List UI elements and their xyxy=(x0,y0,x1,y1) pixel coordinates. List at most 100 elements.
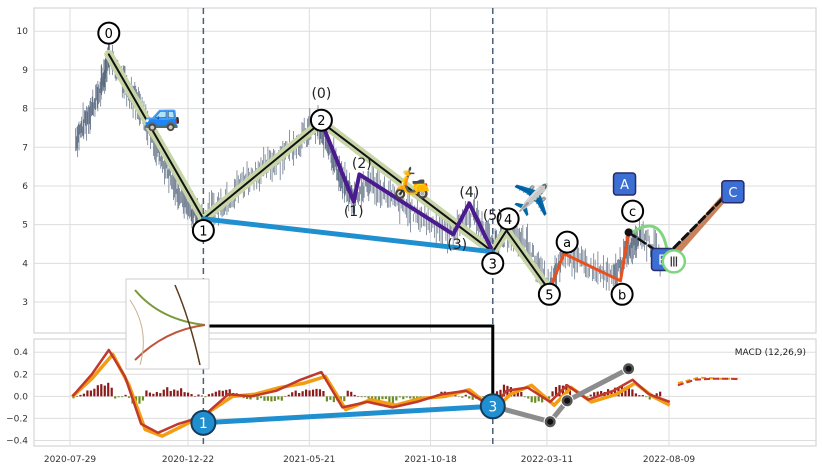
macd-histogram-bar xyxy=(502,384,506,397)
macd-histogram-bar xyxy=(284,396,287,397)
macd-histogram-bar xyxy=(107,382,110,397)
macd-histogram-bar xyxy=(350,391,353,397)
macd-histogram-bar xyxy=(273,396,276,401)
wave-label-text: (0) xyxy=(311,86,331,102)
wave-label-circle xyxy=(555,230,579,254)
macd-histogram-bar xyxy=(568,389,572,397)
macd-histogram-bar xyxy=(134,396,138,401)
macd-histogram-bar xyxy=(395,396,398,401)
macd-histogram-bar xyxy=(298,392,301,397)
macd-histogram-bar xyxy=(86,390,89,397)
macd-histogram-bar xyxy=(124,394,127,397)
macd-histogram-bar xyxy=(138,396,141,404)
macd-histogram-bar xyxy=(530,396,533,403)
wave-label-text: a xyxy=(563,236,571,251)
macd-histogram-bar xyxy=(558,385,561,397)
macd-histogram-bar xyxy=(162,389,165,397)
wave-label-text: (4) xyxy=(459,185,479,201)
price-y-tick-label: 10 xyxy=(17,27,29,37)
wave-label-box xyxy=(721,180,745,204)
macd-histogram-bar xyxy=(141,396,145,401)
macd-histogram-bar xyxy=(457,396,460,397)
macd-histogram-bar xyxy=(169,390,172,397)
macd-marker-dot xyxy=(625,365,632,372)
inset-thumbnail xyxy=(125,278,210,370)
macd-wave-gray_path xyxy=(490,366,632,425)
macd-histogram-bar xyxy=(520,392,523,397)
wave-line-blue xyxy=(200,216,496,255)
wave-label-circle xyxy=(496,207,520,231)
macd-histogram-bar xyxy=(110,387,113,397)
macd-histogram-bar xyxy=(412,396,415,399)
wave-label-circle xyxy=(537,282,561,306)
macd-histogram-bar xyxy=(103,385,106,397)
macd-histogram-bar xyxy=(228,389,231,397)
macd-histogram-bar xyxy=(280,396,283,401)
macd-histogram-bar xyxy=(482,396,485,398)
macd-histogram-bar xyxy=(214,391,217,397)
wave-label-text: (5) xyxy=(483,208,503,224)
x-tick-label: 2022-03-11 xyxy=(521,455,573,465)
macd-histogram-bar xyxy=(624,386,627,397)
price-y-tick-label: 9 xyxy=(22,66,28,76)
wave-label-text: 4 xyxy=(504,213,512,228)
macd-histogram-bar xyxy=(259,396,263,399)
wave-label-text: (3) xyxy=(447,237,467,253)
macd-histogram-bar xyxy=(197,394,200,397)
macd-histogram-bar xyxy=(325,396,329,402)
macd-line xyxy=(71,348,671,435)
macd-histogram-bar xyxy=(277,396,280,400)
macd-histogram-bar xyxy=(121,396,124,398)
wave-label-circle xyxy=(191,218,215,242)
macd-histogram-bar xyxy=(82,393,86,397)
macd-histogram-bar xyxy=(294,390,297,397)
price-y-tick-label: 3 xyxy=(22,298,28,308)
macd-histogram-bar xyxy=(256,396,259,400)
macd-histogram-bar xyxy=(173,389,176,397)
macd-histogram-bar xyxy=(367,396,370,399)
macd-histogram-bar xyxy=(343,396,346,402)
macd-wave-blue_macd xyxy=(200,403,496,426)
macd-histogram-bar xyxy=(454,394,457,397)
macd-histogram-bar xyxy=(534,396,537,403)
macd-y-tick-label: 0.0 xyxy=(14,392,29,402)
macd-histogram-bar xyxy=(638,395,641,397)
macd-histogram-bar xyxy=(225,389,228,397)
macd-histogram-bar xyxy=(600,391,603,397)
wave-label-text: 1 xyxy=(199,224,207,239)
macd-histogram-bar xyxy=(322,390,325,397)
macd-wave-label-text: 1 xyxy=(199,416,208,432)
macd-histogram-bar xyxy=(315,388,318,397)
wave-label-circle xyxy=(97,21,121,45)
wave-label-circle xyxy=(661,249,687,274)
macd-histogram-bar xyxy=(659,391,662,397)
macd-histogram-bar xyxy=(537,396,540,402)
wave-label-text: A xyxy=(620,178,629,193)
macd-histogram-bar xyxy=(527,396,530,399)
macd-y-tick-label: −0.4 xyxy=(6,436,28,446)
macd-histogram-bar xyxy=(301,391,304,397)
price-y-tick-label: 4 xyxy=(22,259,28,269)
macd-wave-label-text: 3 xyxy=(488,399,497,415)
macd-title: MACD (12,26,9) xyxy=(735,348,806,358)
signal-line-forecast xyxy=(677,376,741,385)
macd-histogram-bar xyxy=(384,396,388,399)
macd-histogram-bar xyxy=(79,394,82,397)
inset-curve xyxy=(134,289,206,326)
macd-histogram-bar xyxy=(245,396,249,399)
macd-histogram-bar xyxy=(589,394,592,397)
wave-line-orange xyxy=(547,230,631,292)
macd-histogram-bar xyxy=(523,396,526,398)
macd-histogram-bar xyxy=(176,390,179,397)
macd-histogram-bar xyxy=(364,396,367,398)
wave-label-text: C xyxy=(728,186,737,201)
panel-connector xyxy=(203,324,495,395)
macd-histogram-bar xyxy=(190,394,193,397)
macd-histogram-bar xyxy=(593,392,596,397)
macd-histogram-bar xyxy=(249,396,252,400)
inset-curve xyxy=(174,284,201,366)
macd-histogram-bar xyxy=(186,392,190,397)
emoji-icon: 🚙 xyxy=(143,98,180,133)
macd-histogram-bar xyxy=(270,396,273,402)
